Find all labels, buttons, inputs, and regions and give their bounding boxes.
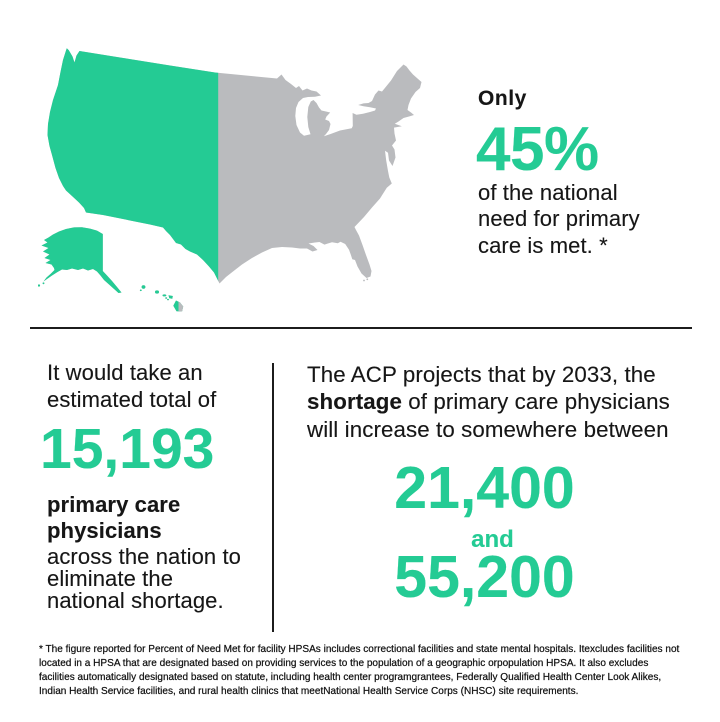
right-para-line3: will increase to somewhere between	[307, 416, 669, 442]
us-map	[38, 48, 422, 312]
top-stat-description: of the national need for primary care is…	[478, 180, 640, 259]
vertical-divider	[272, 363, 274, 632]
florida-keys	[363, 278, 369, 282]
right-stat-high-value: 55,200	[394, 543, 575, 610]
us-map-green-overlay	[38, 48, 219, 312]
top-stat-lead: Only	[478, 87, 527, 110]
left-stat-bold: primary care physicians	[47, 491, 181, 544]
footnote-line1: * The figure reported for Percent of Nee…	[39, 644, 680, 655]
left-rest-line3: national shortage.	[47, 588, 224, 614]
hawaii-big-island-gray-part	[178, 301, 184, 312]
top-stat-value: 45%	[476, 114, 599, 184]
top-stat-desc-line1: of the national	[478, 180, 618, 205]
footnote-line4: Indian Health Service facilities, and ru…	[39, 685, 579, 697]
left-stat-intro: It would take an estimated total of	[47, 359, 216, 414]
right-stat-paragraph: The ACP projects that by 2033, the short…	[307, 361, 670, 444]
left-bold-line2: physicians	[47, 517, 162, 543]
right-para-line2: shortage of primary care physicians	[307, 388, 670, 416]
footnote: * The figure reported for Percent of Nee…	[39, 643, 680, 699]
right-para-line2-rest: of primary care physicians	[401, 389, 670, 415]
left-intro-line1: It would take an	[47, 359, 203, 385]
left-stat-value: 15,193	[40, 417, 215, 481]
horizontal-divider	[30, 327, 692, 330]
left-stat-rest: across the nation to eliminate the natio…	[47, 543, 242, 614]
top-stat-desc-line3: care is met. *	[478, 232, 608, 258]
footnote-line3: facilities automatically designated base…	[39, 671, 662, 683]
left-bold-line1: primary care	[47, 491, 181, 517]
footnote-line2: located in a HPSA that are designated ba…	[39, 657, 649, 669]
right-para-bold-word: shortage	[307, 389, 402, 415]
left-rest-line1: across the nation to	[47, 543, 242, 569]
right-stat-low-value: 21,400	[394, 455, 575, 521]
left-intro-line2: estimated total of	[47, 387, 217, 412]
top-stat-desc-line2: need for primary	[478, 206, 640, 232]
right-para-line1: The ACP projects that by 2033, the	[307, 361, 656, 387]
right-stat-conjunction: and	[471, 526, 514, 553]
left-rest-line2: eliminate the	[47, 565, 174, 591]
